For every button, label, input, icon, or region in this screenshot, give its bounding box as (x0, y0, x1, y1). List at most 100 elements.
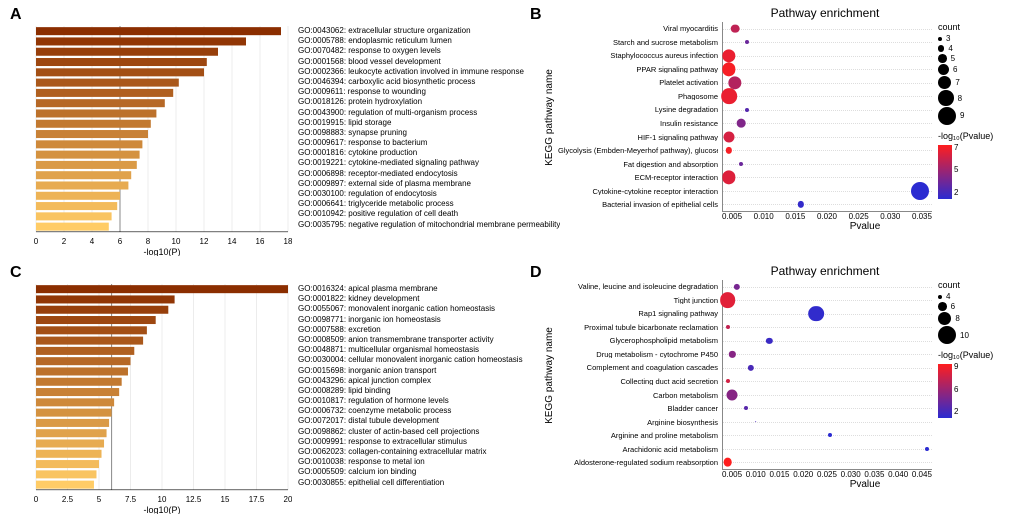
dotplot-area (722, 280, 932, 470)
panel-c: C 02.557.51012.51517.520-log10(P) GO:001… (10, 264, 510, 514)
enrichment-point (728, 76, 741, 89)
bar (36, 388, 119, 396)
go-term-label: GO:0043062: extracellular structure orga… (298, 26, 560, 36)
legend-size-item: 8 (938, 312, 1010, 325)
bar (36, 429, 107, 437)
go-term-label: GO:0046394: carboxylic acid biosynthetic… (298, 77, 560, 87)
bar (36, 58, 207, 66)
color-gradient (938, 364, 952, 418)
enrichment-point (729, 351, 735, 357)
bar (36, 68, 204, 76)
legend-size-item: 6 (938, 64, 1010, 75)
go-term-label: GO:0098862: cluster of actin-based cell … (298, 427, 523, 437)
go-term-label: GO:0009991: response to extracellular st… (298, 437, 523, 447)
enrichment-point (748, 365, 754, 371)
enrichment-point (745, 108, 749, 112)
bar (36, 89, 173, 97)
go-term-label: GO:0019221: cytokine-mediated signaling … (298, 158, 560, 168)
go-term-label: GO:0008289: lipid binding (298, 386, 523, 396)
panel-a-barchart: 024681012141618-log10(P) (32, 24, 292, 256)
go-term-label: GO:0002366: leukocyte activation involve… (298, 67, 560, 77)
legend-color-title: -log₁₀(Pvalue) (938, 131, 1010, 141)
legend-size-item: 4 (938, 292, 1010, 301)
bar (36, 120, 151, 128)
svg-text:-log10(P): -log10(P) (144, 505, 181, 514)
bar (36, 27, 281, 35)
go-term-label: GO:0062023: collagen-containing extracel… (298, 447, 523, 457)
enrichment-point (755, 421, 757, 423)
legend: count3456789-log₁₀(Pvalue)752 (936, 22, 1010, 212)
bar (36, 151, 140, 159)
enrichment-point (739, 162, 743, 166)
go-term-label: GO:0043900: regulation of multi-organism… (298, 108, 560, 118)
legend-size-item: 4 (938, 44, 1010, 53)
enrichment-point (722, 171, 735, 184)
legend-size-item: 5 (938, 54, 1010, 63)
bar (36, 439, 104, 447)
go-term-label: GO:0015698: inorganic anion transport (298, 366, 523, 376)
kegg-pathway-label: Cytokine-cytokine receptor interaction (558, 188, 718, 196)
enrichment-point (723, 458, 732, 467)
enrichment-point (721, 88, 737, 104)
go-term-label: GO:0010038: response to metal ion (298, 457, 523, 467)
go-term-label: GO:0016324: apical plasma membrane (298, 284, 523, 294)
svg-text:4: 4 (90, 237, 95, 246)
svg-text:16: 16 (256, 237, 265, 246)
bar (36, 212, 112, 220)
bar (36, 481, 94, 489)
bar (36, 79, 179, 87)
bar (36, 181, 128, 189)
bar (36, 326, 147, 334)
go-term-label: GO:0030004: cellular monovalent inorgani… (298, 355, 523, 365)
go-term-label: GO:0019915: lipid storage (298, 118, 560, 128)
svg-text:0: 0 (34, 237, 39, 246)
kegg-pathway-label: HIF-1 signaling pathway (558, 134, 718, 142)
panel-c-barchart: 02.557.51012.51517.520-log10(P) (32, 282, 292, 514)
y-axis-label: KEGG pathway name (540, 280, 558, 470)
dotplot-area (722, 22, 932, 212)
enrichment-point (797, 201, 803, 207)
bar (36, 161, 137, 169)
bar (36, 130, 148, 138)
go-term-label: GO:0098771: inorganic ion homeostasis (298, 315, 523, 325)
enrichment-point (727, 389, 738, 400)
go-term-label: GO:0030100: regulation of endocytosis (298, 189, 560, 199)
bar (36, 337, 143, 345)
bar (36, 285, 288, 293)
bar (36, 378, 122, 386)
go-term-label: GO:0006732: coenzyme metabolic process (298, 406, 523, 416)
svg-text:14: 14 (228, 237, 237, 246)
go-term-label: GO:0009611: response to wounding (298, 87, 560, 97)
go-term-label: GO:0006641: triglyceride metabolic proce… (298, 199, 560, 209)
kegg-pathway-label: Tight junction (558, 297, 718, 305)
bar (36, 295, 175, 303)
panel-c-terms: GO:0016324: apical plasma membrane GO:000… (292, 282, 523, 488)
y-categories: Viral myocarditisStarch and sucrose meta… (558, 22, 722, 212)
svg-text:10: 10 (158, 495, 167, 504)
kegg-pathway-label: Rap1 signaling pathway (558, 310, 718, 318)
svg-text:15: 15 (221, 495, 230, 504)
enrichment-point (808, 306, 824, 322)
kegg-pathway-label: ECM-receptor interaction (558, 174, 718, 182)
bar (36, 398, 114, 406)
kegg-pathway-label: Lysine degradation (558, 106, 718, 114)
svg-text:12: 12 (200, 237, 209, 246)
svg-text:10: 10 (172, 237, 181, 246)
go-term-label: GO:0030855: epithelial cell differentiat… (298, 478, 523, 488)
kegg-pathway-label: Fat digestion and absorption (558, 161, 718, 169)
kegg-pathway-label: Bacterial invasion of epithelial cells (558, 201, 718, 209)
x-ticks: 0.0050.0100.0150.0200.0250.0300.035 (722, 212, 936, 221)
kegg-pathway-label: Drug metabolism - cytochrome P450 (558, 351, 718, 359)
bar (36, 460, 99, 468)
go-term-label: GO:0055067: monovalent inorganic cation … (298, 304, 523, 314)
svg-text:6: 6 (118, 237, 123, 246)
panel-d: D Pathway enrichmentKEGG pathway nameVal… (530, 264, 1010, 514)
legend-size-item: 9 (938, 107, 1010, 125)
kegg-pathway-label: Insulin resistance (558, 120, 718, 128)
kegg-pathway-label: Arginine and proline metabolism (558, 432, 718, 440)
dotplot-title: Pathway enrichment (640, 6, 1010, 20)
panel-c-label: C (10, 264, 22, 282)
enrichment-point (911, 182, 929, 200)
y-axis-label: KEGG pathway name (540, 22, 558, 212)
go-term-label: GO:0070482: response to oxygen levels (298, 46, 560, 56)
